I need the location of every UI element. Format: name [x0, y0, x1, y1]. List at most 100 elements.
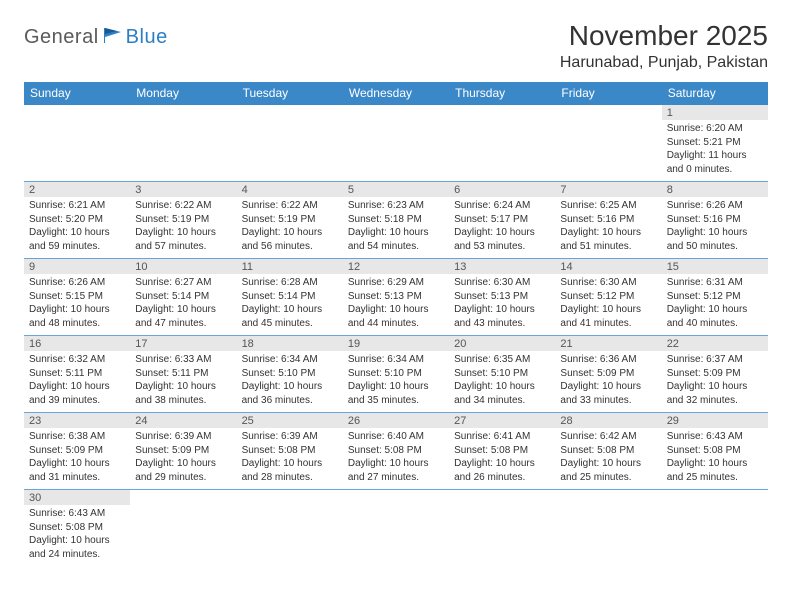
sunrise-text: Sunrise: 6:26 AM — [29, 276, 125, 290]
day-number: 16 — [24, 336, 130, 351]
sunrise-text: Sunrise: 6:27 AM — [135, 276, 231, 290]
sunset-text: Sunset: 5:12 PM — [560, 290, 656, 304]
sunrise-text: Sunrise: 6:38 AM — [29, 430, 125, 444]
sunrise-text: Sunrise: 6:33 AM — [135, 353, 231, 367]
sunrise-text: Sunrise: 6:42 AM — [560, 430, 656, 444]
sunrise-text: Sunrise: 6:28 AM — [242, 276, 338, 290]
sunrise-text: Sunrise: 6:29 AM — [348, 276, 444, 290]
calendar-day-cell: 2Sunrise: 6:21 AMSunset: 5:20 PMDaylight… — [24, 182, 130, 259]
calendar-empty-cell — [237, 105, 343, 182]
sunset-text: Sunset: 5:09 PM — [29, 444, 125, 458]
daylight-text: Daylight: 10 hours and 47 minutes. — [135, 303, 231, 330]
sunset-text: Sunset: 5:14 PM — [242, 290, 338, 304]
sunrise-text: Sunrise: 6:20 AM — [667, 122, 763, 136]
sunset-text: Sunset: 5:13 PM — [454, 290, 550, 304]
day-number: 27 — [449, 413, 555, 428]
sunrise-text: Sunrise: 6:41 AM — [454, 430, 550, 444]
calendar-empty-cell — [555, 490, 661, 567]
day-number: 13 — [449, 259, 555, 274]
day-number: 8 — [662, 182, 768, 197]
calendar-day-cell: 4Sunrise: 6:22 AMSunset: 5:19 PMDaylight… — [237, 182, 343, 259]
daylight-text: Daylight: 10 hours and 26 minutes. — [454, 457, 550, 484]
day-number: 14 — [555, 259, 661, 274]
sunrise-text: Sunrise: 6:22 AM — [135, 199, 231, 213]
daylight-text: Daylight: 10 hours and 51 minutes. — [560, 226, 656, 253]
calendar-day-cell: 10Sunrise: 6:27 AMSunset: 5:14 PMDayligh… — [130, 259, 236, 336]
calendar-day-cell: 28Sunrise: 6:42 AMSunset: 5:08 PMDayligh… — [555, 413, 661, 490]
daylight-text: Daylight: 10 hours and 39 minutes. — [29, 380, 125, 407]
daylight-text: Daylight: 10 hours and 28 minutes. — [242, 457, 338, 484]
day-number: 11 — [237, 259, 343, 274]
sunset-text: Sunset: 5:08 PM — [560, 444, 656, 458]
location-subtitle: Harunabad, Punjab, Pakistan — [560, 54, 768, 72]
calendar-day-cell: 16 Sunrise: 6:32 AMSunset: 5:11 PMDayligh… — [24, 336, 130, 413]
day-number: 2 — [24, 182, 130, 197]
daylight-text: Daylight: 10 hours and 48 minutes. — [29, 303, 125, 330]
sunset-text: Sunset: 5:17 PM — [454, 213, 550, 227]
calendar-empty-cell — [130, 105, 236, 182]
calendar-body: 1Sunrise: 6:20 AMSunset: 5:21 PMDaylight… — [24, 105, 768, 567]
sunset-text: Sunset: 5:18 PM — [348, 213, 444, 227]
calendar-day-cell: 15Sunrise: 6:31 AMSunset: 5:12 PMDayligh… — [662, 259, 768, 336]
sunrise-text: Sunrise: 6:25 AM — [560, 199, 656, 213]
calendar-empty-cell — [343, 490, 449, 567]
sunset-text: Sunset: 5:13 PM — [348, 290, 444, 304]
day-number: 10 — [130, 259, 236, 274]
daylight-text: Daylight: 10 hours and 44 minutes. — [348, 303, 444, 330]
daylight-text: Daylight: 10 hours and 56 minutes. — [242, 226, 338, 253]
daylight-text: Daylight: 10 hours and 45 minutes. — [242, 303, 338, 330]
sunset-text: Sunset: 5:16 PM — [560, 213, 656, 227]
day-number: 29 — [662, 413, 768, 428]
daylight-text: Daylight: 10 hours and 31 minutes. — [29, 457, 125, 484]
sunset-text: Sunset: 5:16 PM — [667, 213, 763, 227]
daylight-text: Daylight: 10 hours and 59 minutes. — [29, 226, 125, 253]
calendar-day-cell: 30Sunrise: 6:43 AMSunset: 5:08 PMDayligh… — [24, 490, 130, 567]
calendar-day-cell: 29 Sunrise: 6:43 AMSunset: 5:08 PMDayligh… — [662, 413, 768, 490]
logo-text-general: General — [24, 26, 99, 49]
sunset-text: Sunset: 5:09 PM — [560, 367, 656, 381]
daylight-text: Daylight: 10 hours and 25 minutes. — [667, 457, 763, 484]
day-number: 26 — [343, 413, 449, 428]
logo: General Blue — [24, 26, 168, 49]
sunrise-text: Sunrise: 6:39 AM — [242, 430, 338, 444]
calendar-day-cell: 7Sunrise: 6:25 AMSunset: 5:16 PMDaylight… — [555, 182, 661, 259]
sunset-text: Sunset: 5:11 PM — [29, 367, 125, 381]
weekday-header-row: SundayMondayTuesdayWednesdayThursdayFrid… — [24, 82, 768, 105]
sunset-text: Sunset: 5:09 PM — [667, 367, 763, 381]
header: General Blue November 2025 Harunabad, Pu… — [24, 20, 768, 72]
page-title: November 2025 — [560, 20, 768, 52]
daylight-text: Daylight: 10 hours and 25 minutes. — [560, 457, 656, 484]
daylight-text: Daylight: 10 hours and 33 minutes. — [560, 380, 656, 407]
calendar-empty-cell — [130, 490, 236, 567]
sunrise-text: Sunrise: 6:34 AM — [242, 353, 338, 367]
day-number: 19 — [343, 336, 449, 351]
calendar-day-cell: 18Sunrise: 6:34 AMSunset: 5:10 PMDayligh… — [237, 336, 343, 413]
calendar-day-cell: 3Sunrise: 6:22 AMSunset: 5:19 PMDaylight… — [130, 182, 236, 259]
daylight-text: Daylight: 10 hours and 29 minutes. — [135, 457, 231, 484]
day-number: 18 — [237, 336, 343, 351]
sunrise-text: Sunrise: 6:36 AM — [560, 353, 656, 367]
day-number: 21 — [555, 336, 661, 351]
sunset-text: Sunset: 5:19 PM — [135, 213, 231, 227]
daylight-text: Daylight: 10 hours and 38 minutes. — [135, 380, 231, 407]
weekday-header: Monday — [130, 82, 236, 105]
sunrise-text: Sunrise: 6:43 AM — [667, 430, 763, 444]
sunset-text: Sunset: 5:08 PM — [348, 444, 444, 458]
calendar-day-cell: 8Sunrise: 6:26 AMSunset: 5:16 PMDaylight… — [662, 182, 768, 259]
calendar-empty-cell — [662, 490, 768, 567]
sunrise-text: Sunrise: 6:31 AM — [667, 276, 763, 290]
sunrise-text: Sunrise: 6:43 AM — [29, 507, 125, 521]
calendar-day-cell: 23Sunrise: 6:38 AMSunset: 5:09 PMDayligh… — [24, 413, 130, 490]
calendar-day-cell: 24Sunrise: 6:39 AMSunset: 5:09 PMDayligh… — [130, 413, 236, 490]
daylight-text: Daylight: 10 hours and 54 minutes. — [348, 226, 444, 253]
sunrise-text: Sunrise: 6:39 AM — [135, 430, 231, 444]
sunset-text: Sunset: 5:08 PM — [667, 444, 763, 458]
sunrise-text: Sunrise: 6:24 AM — [454, 199, 550, 213]
calendar-day-cell: 6Sunrise: 6:24 AMSunset: 5:17 PMDaylight… — [449, 182, 555, 259]
sunrise-text: Sunrise: 6:32 AM — [29, 353, 125, 367]
sunrise-text: Sunrise: 6:35 AM — [454, 353, 550, 367]
sunrise-text: Sunrise: 6:30 AM — [454, 276, 550, 290]
sunset-text: Sunset: 5:10 PM — [348, 367, 444, 381]
day-number: 15 — [662, 259, 768, 274]
calendar-day-cell: 9Sunrise: 6:26 AMSunset: 5:15 PMDaylight… — [24, 259, 130, 336]
